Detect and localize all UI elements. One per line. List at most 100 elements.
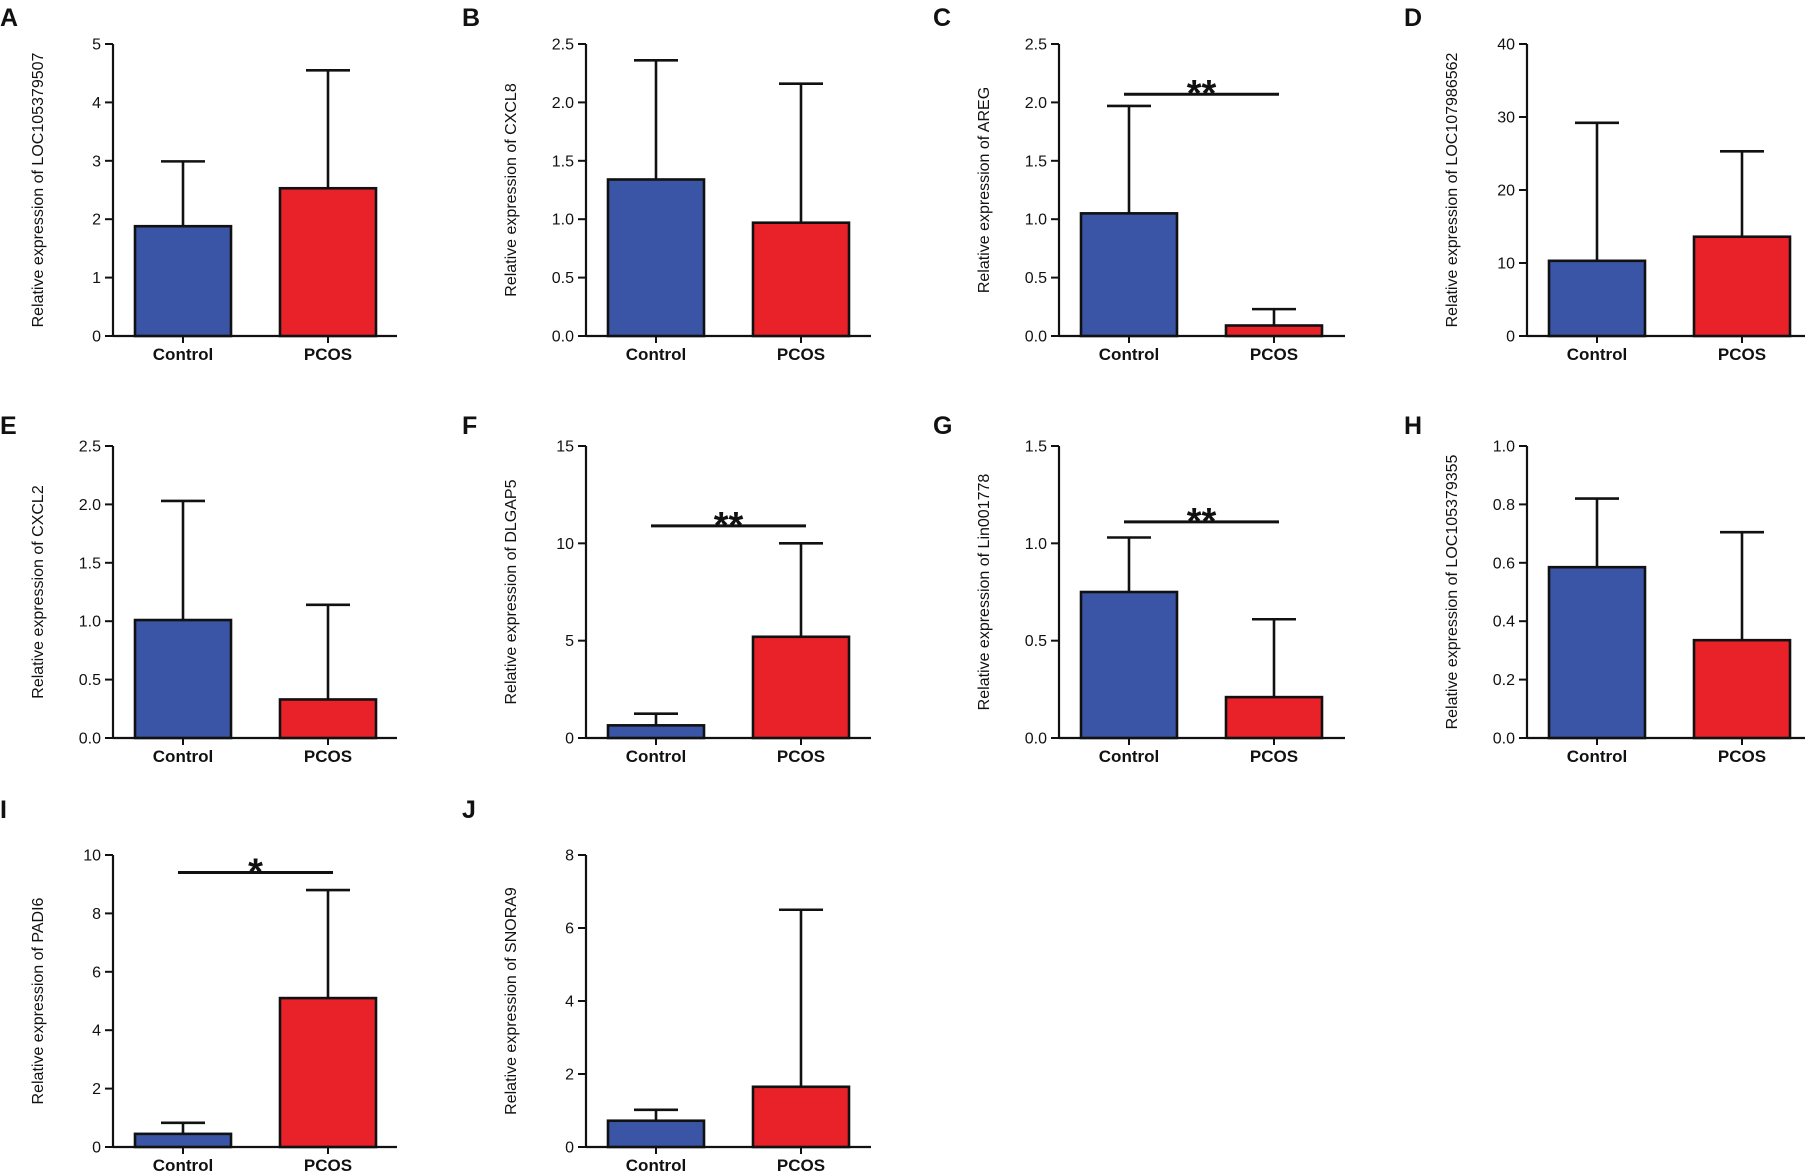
- bar-pcos: [751, 1085, 851, 1149]
- y-tick-label: 0.2: [1493, 672, 1515, 689]
- y-tick-label: 1.0: [1493, 439, 1515, 456]
- bar-control: [606, 178, 706, 338]
- y-tick-label: 0.0: [1025, 731, 1047, 748]
- panel-j: J Relative expression of SNORA9 0 2 4 6 8 Contr…: [462, 796, 871, 1174]
- y-tick-label: 0: [92, 329, 101, 346]
- y-tick-label: 2.0: [552, 95, 574, 112]
- bar-control: [1547, 565, 1647, 740]
- y-tick-label: 10: [83, 848, 101, 865]
- y-tick-label: 0.0: [1493, 731, 1515, 748]
- y-tick-label: 3: [92, 153, 101, 170]
- category-label-control: Control: [626, 345, 686, 364]
- y-tick-label: 0.5: [1025, 270, 1047, 287]
- y-tick-label: 4: [92, 1023, 101, 1040]
- bar-control: [606, 1119, 706, 1149]
- y-tick-label: 1.0: [1025, 212, 1047, 229]
- category-label-control: Control: [1567, 345, 1627, 364]
- bar-pcos: [1224, 324, 1324, 338]
- panel-letter: D: [1404, 4, 1422, 32]
- y-axis-title: Relative expression of LOC105379355: [1444, 454, 1461, 729]
- y-tick-label: 2.5: [552, 37, 574, 54]
- panel-a: A Relative expression of LOC105379507 0 1 2 3…: [0, 4, 397, 364]
- y-axis-title: Relative expression of PADI6: [30, 897, 47, 1104]
- y-tick-label: 1.5: [1025, 153, 1047, 170]
- category-label-pcos: PCOS: [304, 345, 352, 364]
- category-label-control: Control: [153, 345, 213, 364]
- panel-h: H Relative expression of LOC105379355 0.0 0…: [1404, 412, 1805, 766]
- y-axis-title: Relative expression of CXCL8: [503, 83, 520, 297]
- y-axis-title: Relative expression of CXCL2: [30, 485, 47, 699]
- category-label-pcos: PCOS: [777, 345, 825, 364]
- bar-pcos: [751, 635, 851, 740]
- y-axis-title: Relative expression of DLGAP5: [503, 479, 520, 704]
- bar-control: [1079, 212, 1179, 338]
- category-label-control: Control: [1567, 747, 1627, 766]
- category-label-pcos: PCOS: [777, 1156, 825, 1174]
- y-tick-label: 4: [565, 994, 574, 1011]
- bar-control: [133, 1132, 233, 1149]
- panel-letter: G: [933, 412, 952, 440]
- significance-marker: **: [1187, 501, 1217, 543]
- y-tick-label: 2: [565, 1067, 574, 1084]
- category-label-pcos: PCOS: [1250, 747, 1298, 766]
- category-label-pcos: PCOS: [1250, 345, 1298, 364]
- category-label-control: Control: [1099, 345, 1159, 364]
- panel-d: D Relative expression of LOC107986562 0 10 2…: [1404, 4, 1805, 364]
- category-label-pcos: PCOS: [1718, 747, 1766, 766]
- y-tick-label: 0.8: [1493, 497, 1515, 514]
- y-tick-label: 30: [1497, 110, 1515, 127]
- y-axis-title: Relative expression of LOC107986562: [1444, 52, 1461, 327]
- y-tick-label: 6: [565, 921, 574, 938]
- category-label-control: Control: [153, 747, 213, 766]
- panel-letter: C: [933, 4, 951, 32]
- y-tick-label: 6: [92, 964, 101, 981]
- y-tick-label: 2.0: [1025, 95, 1047, 112]
- panel-g: G Relative expression of Lin001778 0.0 0.5 1…: [933, 412, 1345, 766]
- significance-marker: **: [714, 505, 744, 547]
- y-tick-label: 20: [1497, 183, 1515, 200]
- bar-pcos: [278, 698, 378, 740]
- y-tick-label: 2.5: [79, 439, 101, 456]
- y-tick-label: 0.4: [1493, 614, 1515, 631]
- panel-c: C Relative expression of AREG 0.0 0.5 1.0 1.5…: [933, 4, 1345, 364]
- bar-control: [606, 724, 706, 740]
- significance-marker: *: [248, 852, 263, 894]
- category-label-pcos: PCOS: [1718, 345, 1766, 364]
- y-tick-label: 1.5: [1025, 439, 1047, 456]
- panel-letter: I: [0, 796, 7, 824]
- y-tick-label: 8: [565, 848, 574, 865]
- y-tick-label: 40: [1497, 37, 1515, 54]
- y-tick-label: 2: [92, 1081, 101, 1098]
- y-tick-label: 5: [92, 37, 101, 54]
- bar-control: [133, 618, 233, 740]
- panel-letter: F: [462, 412, 477, 440]
- y-tick-label: 8: [92, 906, 101, 923]
- y-tick-label: 4: [92, 95, 101, 112]
- y-tick-label: 0: [565, 1140, 574, 1157]
- y-tick-label: 1.0: [552, 212, 574, 229]
- bar-pcos: [751, 221, 851, 338]
- panel-letter: B: [462, 4, 480, 32]
- y-tick-label: 10: [556, 536, 574, 553]
- y-tick-label: 15: [556, 439, 574, 456]
- category-label-control: Control: [1099, 747, 1159, 766]
- y-tick-label: 2.0: [79, 497, 101, 514]
- y-tick-label: 0.0: [1025, 329, 1047, 346]
- panel-letter: H: [1404, 412, 1422, 440]
- y-tick-label: 0.0: [79, 731, 101, 748]
- bar-pcos: [278, 186, 378, 338]
- y-tick-label: 0.6: [1493, 555, 1515, 572]
- y-tick-label: 1: [92, 270, 101, 287]
- y-tick-label: 2.5: [1025, 37, 1047, 54]
- y-tick-label: 10: [1497, 256, 1515, 273]
- y-tick-label: 5: [565, 633, 574, 650]
- y-tick-label: 0.0: [552, 329, 574, 346]
- category-label-pcos: PCOS: [777, 747, 825, 766]
- bar-control: [133, 224, 233, 338]
- panel-letter: A: [0, 4, 18, 32]
- category-label-control: Control: [626, 747, 686, 766]
- y-axis-title: Relative expression of AREG: [976, 87, 993, 293]
- y-tick-label: 2: [92, 212, 101, 229]
- y-axis-title: Relative expression of SNORA9: [503, 887, 520, 1115]
